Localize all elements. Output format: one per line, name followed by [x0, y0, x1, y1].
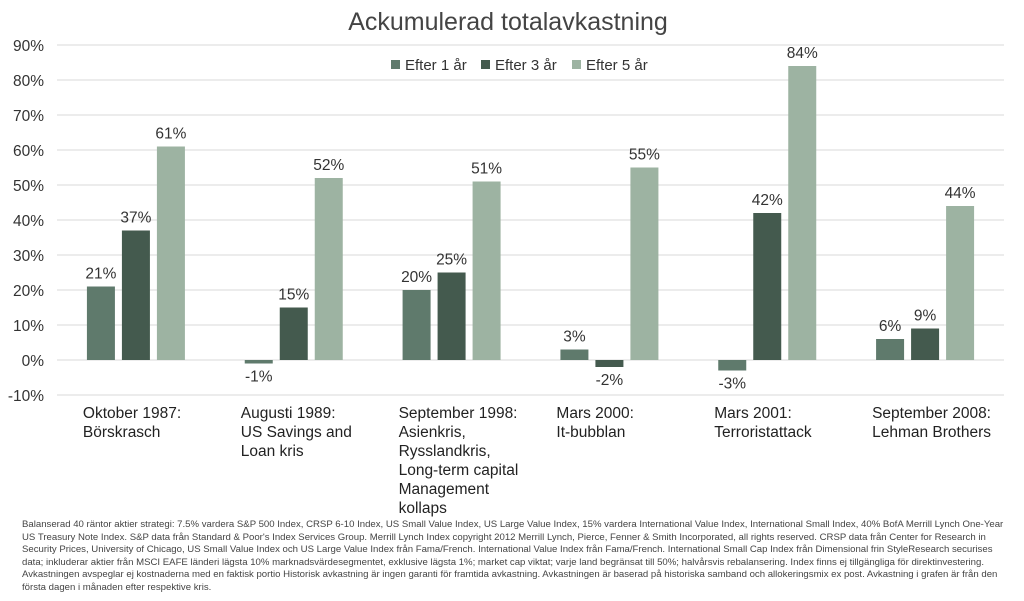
bar	[244, 360, 273, 364]
x-axis-category-labels: Oktober 1987: Börskrasch Augusti 1989: US S…	[83, 405, 991, 517]
y-tick-label: 50%	[13, 178, 44, 195]
bar	[121, 230, 150, 360]
y-tick-label: 0%	[22, 353, 45, 370]
data-label: 20%	[401, 269, 432, 286]
x-category-label: Augusti 1989: US Savings and Loan kris	[241, 405, 352, 460]
y-tick-label: 90%	[13, 38, 44, 55]
x-category-label: September 1998: Asienkris, Rysslandkris, Lo…	[399, 405, 519, 517]
data-label: 61%	[155, 126, 186, 143]
bar-chart: Ackumulerad totalavkastning -10% 0% 10% 20%…	[8, 8, 1004, 517]
bar	[279, 307, 308, 360]
y-tick-label: 80%	[13, 73, 44, 90]
bars	[86, 66, 975, 371]
bar	[314, 178, 343, 360]
y-tick-label: 70%	[13, 108, 44, 125]
data-label: 3%	[563, 329, 586, 346]
data-label: 6%	[879, 318, 902, 335]
bar	[718, 360, 747, 371]
data-labels: 21% 37% 61% -1% 15% 52% 20%25% 51% 3% -2% 55% -3% 42…	[85, 45, 975, 393]
legend-label: Efter 5 år	[586, 57, 648, 74]
data-label: 84%	[787, 45, 818, 62]
x-category-label: Oktober 1987: Börskrasch	[83, 405, 181, 441]
bar	[753, 213, 782, 360]
bar	[402, 290, 431, 360]
bar	[946, 206, 975, 360]
footnote: Balanserad 40 räntor aktier strategi: 7.…	[22, 519, 1004, 593]
x-category-label: September 2008: Lehman Brothers	[872, 405, 991, 441]
x-category-label: Mars 2000: It-bubblan	[556, 405, 634, 441]
bar	[630, 167, 659, 360]
bar	[437, 272, 466, 360]
bar	[595, 360, 624, 367]
legend-swatch	[391, 60, 400, 69]
y-axis-tick-labels: -10% 0% 10% 20% 30% 40% 50% 60% 70% 80% 90%	[8, 38, 44, 405]
legend-label: Efter 3 år	[495, 57, 557, 74]
data-label: 55%	[629, 147, 660, 164]
data-label: -1%	[245, 369, 273, 386]
data-label: 51%	[471, 161, 502, 178]
bar	[560, 349, 589, 360]
bar	[472, 181, 501, 360]
data-label: 9%	[914, 308, 937, 325]
data-label: 52%	[313, 157, 344, 174]
x-category-label: Mars 2001: Terroristattack	[714, 405, 812, 441]
data-label: 44%	[945, 185, 976, 202]
y-tick-label: 30%	[13, 248, 44, 265]
bar	[911, 328, 940, 360]
chart-title: Ackumulerad totalavkastning	[348, 8, 668, 36]
data-label: 42%	[752, 192, 783, 209]
y-tick-label: 20%	[13, 283, 44, 300]
y-tick-label: 60%	[13, 143, 44, 160]
bar	[156, 146, 185, 360]
data-label: 37%	[120, 210, 151, 227]
data-label: -3%	[718, 376, 746, 393]
y-tick-label: 40%	[13, 213, 44, 230]
y-tick-label: -10%	[8, 388, 44, 405]
bar	[86, 286, 115, 360]
y-tick-label: 10%	[13, 318, 44, 335]
legend-label: Efter 1 år	[405, 57, 467, 74]
legend: Efter 1 år Efter 3 år Efter 5 år	[391, 57, 648, 74]
data-label: 21%	[85, 266, 116, 283]
data-label: 25%	[436, 252, 467, 269]
bar	[876, 339, 905, 360]
data-label: -2%	[596, 372, 624, 389]
gridlines	[57, 44, 1004, 396]
bar	[788, 66, 817, 360]
data-label: 15%	[278, 287, 309, 304]
legend-swatch	[481, 60, 490, 69]
legend-swatch	[572, 60, 581, 69]
